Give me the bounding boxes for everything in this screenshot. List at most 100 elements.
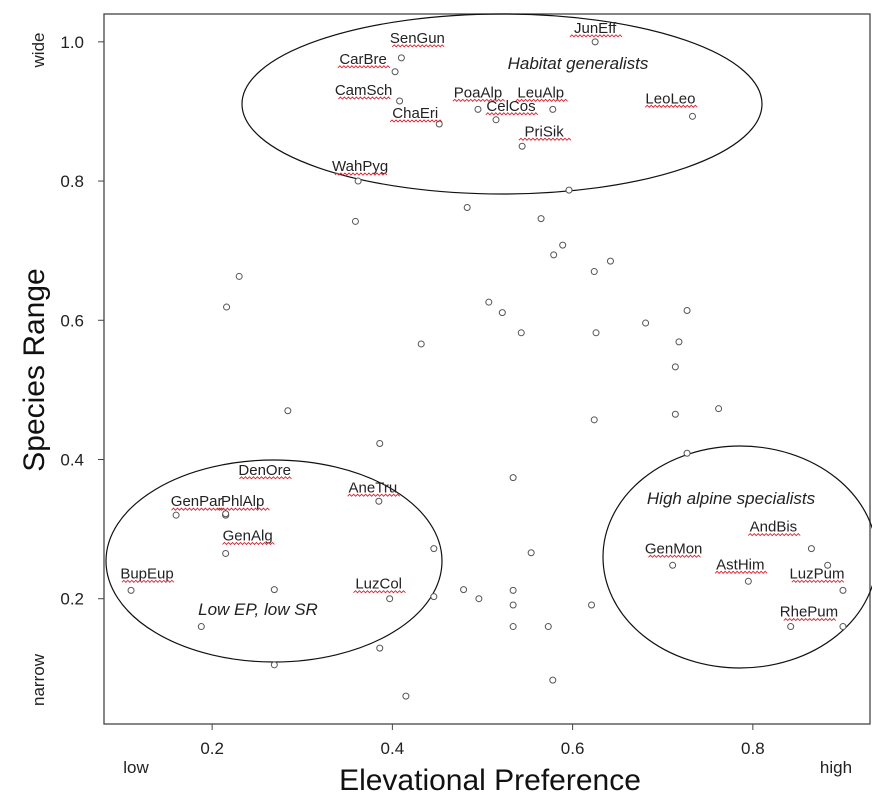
data-point <box>235 272 243 280</box>
x-tick-label: 0.4 <box>381 739 405 758</box>
data-point <box>550 251 558 259</box>
y-tick-label: 0.2 <box>60 590 84 609</box>
data-point <box>485 298 493 306</box>
data-point <box>460 586 468 594</box>
data-point <box>807 545 815 553</box>
point-label: LeoLeo <box>645 90 695 107</box>
data-point <box>223 303 231 311</box>
y-extreme-high-label: wide <box>29 33 48 69</box>
data-point <box>591 38 599 46</box>
point-label: AneTru <box>349 479 398 496</box>
data-point <box>498 309 506 317</box>
data-point <box>509 601 517 609</box>
point-label: LuzPum <box>789 565 844 582</box>
y-tick-label: 0.4 <box>60 450 84 469</box>
data-point <box>592 329 600 337</box>
y-tick-label: 0.6 <box>60 311 84 330</box>
annotation-habitat-generalists: Habitat generalists <box>508 54 649 73</box>
data-point <box>518 142 526 150</box>
annotation-high-alpine-specialists: High alpine specialists <box>647 489 816 508</box>
point-label: DenOre <box>238 462 291 479</box>
point-label: LeuAlp <box>517 84 564 101</box>
data-point <box>669 561 677 569</box>
data-point <box>671 410 679 418</box>
data-point <box>517 329 525 337</box>
data-point <box>537 215 545 223</box>
spellcheck-underline <box>569 34 623 38</box>
data-point <box>839 623 847 631</box>
point-label: PoaAlp <box>454 84 502 101</box>
point-label: LuzCol <box>355 576 402 593</box>
spellcheck-underline <box>783 617 837 622</box>
data-point <box>590 416 598 424</box>
data-point <box>549 676 557 684</box>
x-axis-ticks: 0.2 0.4 0.6 0.8 <box>200 724 765 758</box>
spellcheck-underline <box>714 570 768 574</box>
data-point <box>683 449 691 457</box>
spellcheck-underline <box>391 44 445 48</box>
x-tick-label: 0.8 <box>741 739 765 758</box>
spellcheck-underline <box>337 65 391 69</box>
spellcheck-underline <box>217 507 270 511</box>
spellcheck-underline <box>239 476 292 480</box>
data-point <box>606 257 614 265</box>
data-point <box>565 186 573 194</box>
data-point <box>391 68 399 76</box>
spellcheck-underline <box>171 507 224 511</box>
data-point <box>509 586 517 594</box>
data-point <box>270 586 278 594</box>
spellcheck-underline <box>338 96 391 100</box>
data-point <box>559 241 567 249</box>
data-point <box>688 112 696 120</box>
data-point <box>430 593 438 601</box>
spellcheck-underline <box>644 104 698 108</box>
data-point <box>375 497 383 505</box>
annotation-low-ep-low-sr: Low EP, low SR <box>198 600 318 619</box>
data-point <box>127 586 135 594</box>
point-label: GenPar <box>171 493 223 510</box>
data-point <box>397 54 405 62</box>
data-point <box>417 340 425 348</box>
spellcheck-underline <box>791 579 845 583</box>
y-axis-title: Species Range <box>18 268 51 471</box>
data-point <box>474 105 482 113</box>
x-extreme-low-label: low <box>123 758 149 777</box>
spellcheck-underline <box>518 137 572 141</box>
data-point <box>222 510 230 518</box>
y-tick-label: 1.0 <box>60 33 84 52</box>
point-label: AndBis <box>750 519 798 536</box>
point-label: ChaEri <box>392 105 438 122</box>
spellcheck-underline <box>334 172 388 176</box>
spellcheck-underline <box>648 554 701 558</box>
data-point <box>549 105 557 113</box>
data-point <box>787 623 795 631</box>
spellcheck-underline <box>353 590 406 594</box>
y-tick-label: 0.8 <box>60 172 84 191</box>
data-point <box>671 363 679 371</box>
data-point <box>376 439 384 447</box>
spellcheck-underline <box>121 579 175 583</box>
data-point <box>744 577 752 585</box>
x-tick-label: 0.6 <box>561 739 585 758</box>
spellcheck-underline <box>347 493 400 497</box>
data-point <box>386 595 394 603</box>
x-axis-title: Elevational Preference <box>339 764 641 796</box>
data-point <box>588 601 596 609</box>
point-label: BupEup <box>120 565 173 582</box>
data-point <box>839 586 847 594</box>
data-point <box>492 116 500 124</box>
data-point <box>463 204 471 212</box>
y-extreme-low-label: narrow <box>29 653 48 706</box>
data-point <box>222 549 230 557</box>
data-point <box>475 595 483 603</box>
spellcheck-underline <box>515 98 568 102</box>
point-label: AstHim <box>716 556 764 573</box>
high-alpine-specialists-ellipse <box>602 445 872 669</box>
point-label: SenGun <box>390 30 445 47</box>
data-point <box>527 549 535 557</box>
point-label: CarBre <box>339 51 387 68</box>
spellcheck-underline <box>452 98 506 102</box>
data-point <box>590 268 598 276</box>
